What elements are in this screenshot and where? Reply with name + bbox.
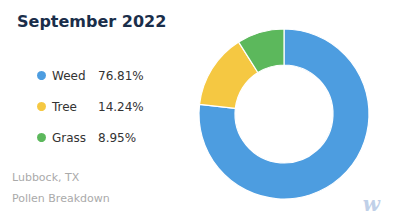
svg-text:September 2022: September 2022: [17, 12, 166, 31]
svg-text:76.81%: 76.81%: [98, 69, 144, 83]
svg-text:Pollen Breakdown: Pollen Breakdown: [12, 192, 110, 205]
svg-text:8.95%: 8.95%: [98, 131, 136, 145]
svg-text:Lubbock, TX: Lubbock, TX: [12, 171, 80, 184]
svg-text:Grass: Grass: [52, 131, 86, 145]
svg-text:14.24%: 14.24%: [98, 100, 144, 114]
svg-text:Tree: Tree: [51, 100, 77, 114]
svg-text:Weed: Weed: [52, 69, 86, 83]
svg-text:w: w: [363, 192, 381, 216]
